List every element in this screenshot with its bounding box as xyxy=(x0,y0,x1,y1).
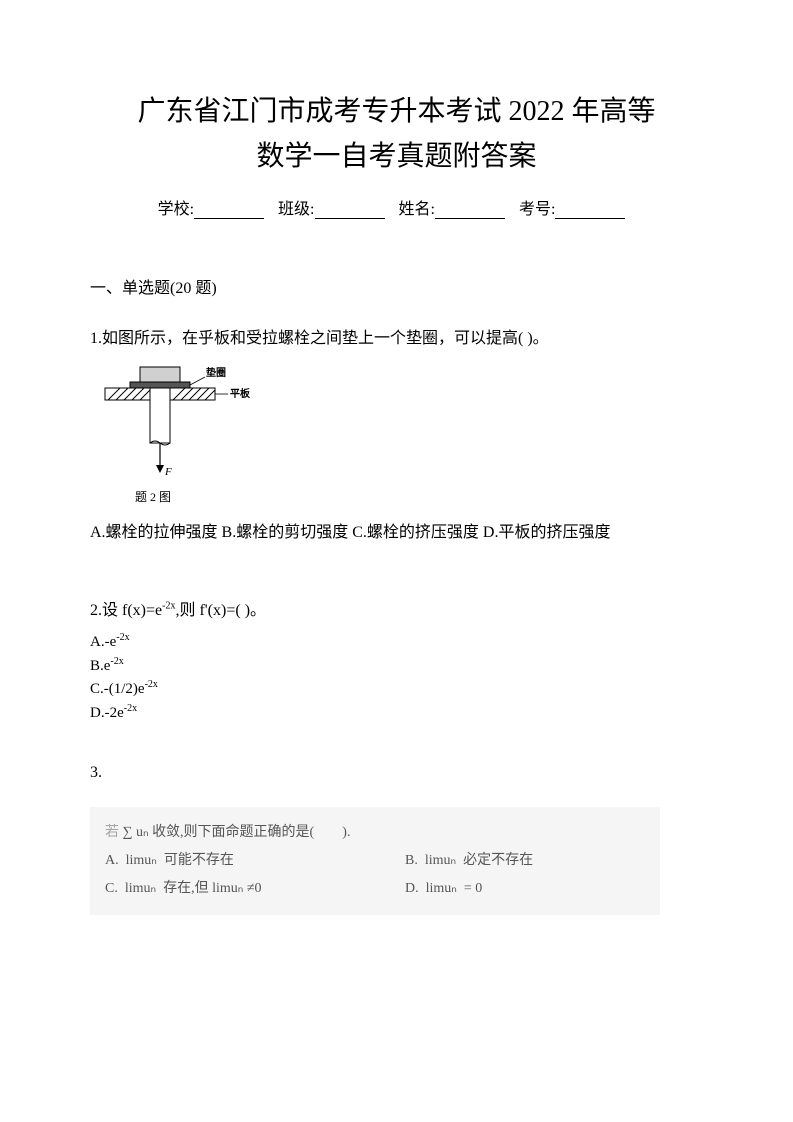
bolt-diagram: 垫圈 平板 F xyxy=(100,365,260,480)
title-line1: 广东省江门市成考专升本考试 2022 年高等 xyxy=(90,90,703,135)
q2-exp: -2x xyxy=(162,601,175,612)
q2-suffix: ,则 f'(x)=( )。 xyxy=(175,602,266,619)
q2-option-a: A.-e-2x xyxy=(90,630,703,654)
title-line2: 数学一自考真题附答案 xyxy=(90,135,703,180)
exam-title: 广东省江门市成考专升本考试 2022 年高等 数学一自考真题附答案 xyxy=(90,90,703,180)
question-2-text: 2.设 f(x)=e-2x,则 f'(x)=( )。 xyxy=(90,596,703,620)
name-blank[interactable] xyxy=(435,201,505,219)
q3-stem: 若 ∑ uₙ 收敛,则下面命题正确的是( ). xyxy=(105,819,645,847)
q2-option-d: D.-2e-2x xyxy=(90,701,703,725)
school-blank[interactable] xyxy=(194,201,264,219)
q2-prefix: 2.设 f(x)=e xyxy=(90,602,162,619)
class-label: 班级: xyxy=(278,201,314,218)
student-info-line: 学校: 班级: 姓名: 考号: xyxy=(90,195,703,219)
question-3-label: 3. xyxy=(90,764,703,782)
figure-caption: 题 2 图 xyxy=(135,488,703,505)
class-blank[interactable] xyxy=(315,201,385,219)
q3-stem-text: 收敛,则下面命题正确的是( ). xyxy=(152,819,350,847)
washer-label: 垫圈 xyxy=(206,366,226,379)
question-1-options: A.螺栓的拉伸强度 B.螺栓的剪切强度 C.螺栓的挤压强度 D.平板的挤压强度 xyxy=(90,515,703,552)
q2-option-b: B.e-2x xyxy=(90,654,703,678)
q2-option-c: C.-(1/2)e-2x xyxy=(90,677,703,701)
name-label: 姓名: xyxy=(399,201,435,218)
un-symbol: uₙ xyxy=(136,819,149,847)
number-blank[interactable] xyxy=(555,201,625,219)
q3-option-b: B. limuₙ 必定不存在 xyxy=(405,847,645,875)
section-1-title: 一、单选题(20 题) xyxy=(90,274,703,298)
q3-option-d: D. limuₙ = 0 xyxy=(405,875,645,903)
q3-option-c: C. limuₙ 存在,但 limuₙ ≠0 xyxy=(105,875,405,903)
q3-option-a: A. limuₙ 可能不存在 xyxy=(105,847,405,875)
school-label: 学校: xyxy=(158,201,194,218)
question-3-content: 若 ∑ uₙ 收敛,则下面命题正确的是( ). A. limuₙ 可能不存在 B… xyxy=(90,807,660,915)
question-2-options: A.-e-2x B.e-2x C.-(1/2)e-2x D.-2e-2x xyxy=(90,630,703,724)
sigma-symbol: ∑ xyxy=(123,819,133,847)
number-label: 考号: xyxy=(519,201,555,218)
plate-label: 平板 xyxy=(230,387,251,400)
force-label: F xyxy=(164,466,172,478)
question-1-figure: 垫圈 平板 F 题 2 图 xyxy=(100,365,703,505)
question-1-text: 1.如图所示，在乎板和受拉螺栓之间垫上一个垫圈，可以提高( )。 xyxy=(90,323,703,355)
